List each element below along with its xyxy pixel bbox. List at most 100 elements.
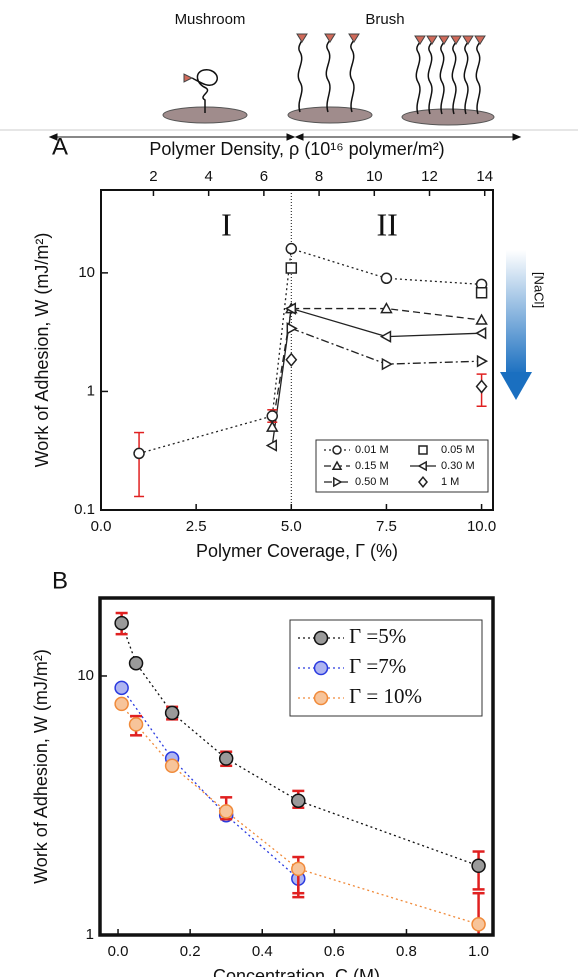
marker <box>284 302 297 315</box>
x-tick-label: 1.0 <box>468 943 489 960</box>
chart-a: A 0.0 2.5 5.0 7.5 10.0 2 4 6 8 10 12 14 Polymer Densi… <box>32 133 496 560</box>
marker <box>265 420 279 432</box>
marker <box>313 690 329 706</box>
x-axis-label: Concentration, C (M) <box>213 966 380 977</box>
legend-label: 0.01 M <box>355 444 389 456</box>
marker <box>265 439 278 452</box>
brush-chains <box>297 37 482 115</box>
marker <box>313 630 329 646</box>
chart-b: B 0.0 0.2 0.4 0.6 0.8 1.0 1 10 Concentration, C (… <box>31 567 495 977</box>
marker <box>475 286 488 299</box>
x-tick-label: 0.6 <box>324 943 345 960</box>
marker <box>114 615 129 631</box>
marker <box>331 460 343 470</box>
y-tick-label: 1 <box>87 382 95 399</box>
x2-axis-label: Polymer Density, ρ (10¹⁶ polymer/m²) <box>149 139 444 159</box>
region-label: I <box>221 206 232 242</box>
ligands <box>296 33 486 45</box>
x-tick-label: 7.5 <box>376 518 397 535</box>
region-label: II <box>377 206 398 242</box>
y-tick-label: 0.1 <box>74 501 95 518</box>
polymer <box>191 69 218 113</box>
marker <box>471 858 486 874</box>
marker <box>313 660 329 676</box>
marker <box>285 262 298 274</box>
legend-label: Γ =5% <box>349 624 406 648</box>
surface <box>401 108 495 126</box>
marker <box>266 410 279 422</box>
x-tick-label: 2.5 <box>186 518 207 535</box>
marker <box>417 460 427 472</box>
marker <box>114 680 129 696</box>
legend-label: 0.50 M <box>355 476 389 488</box>
marker <box>418 476 428 488</box>
x-tick-label: 0.2 <box>180 943 201 960</box>
schematic: Mushroom Brush <box>0 11 578 141</box>
x2-tick-label: 10 <box>366 168 383 185</box>
x2-tick-label: 4 <box>204 168 212 185</box>
x-tick-label: 0.4 <box>252 943 273 960</box>
marker <box>418 445 428 455</box>
marker <box>133 447 145 460</box>
x-tick-label: 0.0 <box>108 943 129 960</box>
brush-label: Brush <box>365 11 404 28</box>
marker <box>291 861 306 877</box>
series-line <box>121 687 299 880</box>
marker <box>286 322 298 335</box>
y-tick-label: 10 <box>78 264 95 281</box>
y-tick-label: 1 <box>86 926 94 943</box>
x2-tick-label: 14 <box>476 168 493 185</box>
arrow-label: [NaCl] <box>532 272 547 308</box>
legend-label: 1 M <box>441 476 459 488</box>
mushroom-label: Mushroom <box>175 11 246 28</box>
marker <box>291 793 306 808</box>
series-line <box>271 307 482 428</box>
marker <box>218 804 234 819</box>
nacl-arrow: [NaCl] <box>500 250 547 400</box>
x2-tick-label: 6 <box>260 168 268 185</box>
plot-frame <box>100 189 494 511</box>
legend-label: 0.05 M <box>441 444 475 456</box>
marker <box>332 445 342 455</box>
x-tick-label: 0.0 <box>91 518 112 535</box>
marker <box>476 354 489 368</box>
marker <box>218 751 234 766</box>
marker <box>381 357 393 371</box>
x2-tick-label: 12 <box>421 168 438 185</box>
x-tick-label: 0.8 <box>396 943 417 960</box>
legend-label: Γ =7% <box>349 654 406 678</box>
error-bar <box>134 431 145 498</box>
legend-label: 0.15 M <box>355 460 389 472</box>
marker <box>475 313 488 325</box>
marker <box>114 696 129 712</box>
marker <box>164 705 180 721</box>
marker <box>471 917 486 932</box>
plot-frame <box>98 596 495 937</box>
x-axis-label: Polymer Coverage, Γ (%) <box>196 541 398 561</box>
surface <box>287 106 373 124</box>
marker <box>164 758 180 774</box>
y-tick-label: 10 <box>77 667 94 684</box>
marker <box>128 655 144 671</box>
y-axis-label: Work of Adhesion, W (mJ/m²) <box>31 649 51 884</box>
marker <box>285 242 298 255</box>
series-line <box>138 247 482 455</box>
marker <box>333 476 343 488</box>
marker <box>128 717 144 732</box>
panel-label: B <box>52 567 68 594</box>
marker <box>379 330 392 343</box>
legend-label: 0.30 M <box>441 460 475 472</box>
legend-box <box>315 439 489 493</box>
x-tick-label: 10.0 <box>467 518 496 535</box>
legend-label: Γ = 10% <box>349 684 422 708</box>
x-tick-label: 5.0 <box>281 518 302 535</box>
ligand <box>183 73 194 83</box>
marker <box>475 379 488 394</box>
series-line <box>271 307 482 446</box>
marker <box>380 302 393 314</box>
regime-arrows <box>48 133 522 141</box>
arrow-shaft <box>506 250 526 375</box>
arrow-head <box>500 372 532 400</box>
y-axis-label: Work of Adhesion, W (mJ/m²) <box>32 233 52 468</box>
